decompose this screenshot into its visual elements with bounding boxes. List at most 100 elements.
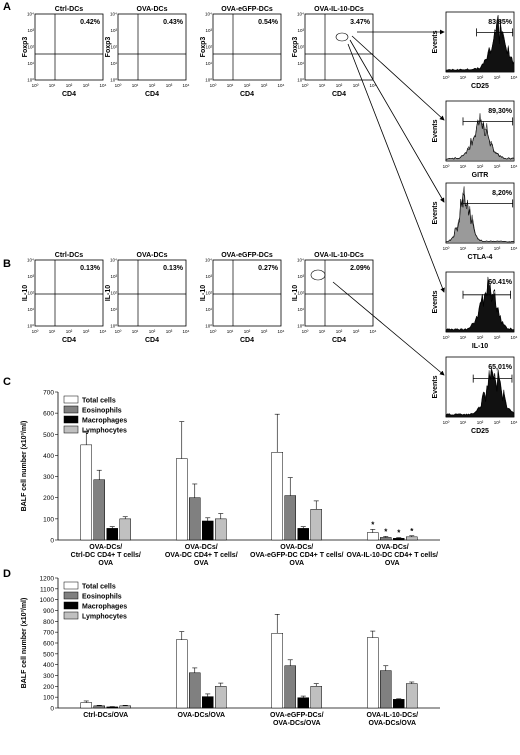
y-tick-label: 400: [43, 662, 54, 669]
histogram-x-tick: 10³: [494, 335, 501, 340]
histogram-x-label: CD25: [471, 428, 489, 435]
dotplot-x-tick: 10⁴: [183, 83, 190, 88]
histogram-y-label: Events: [432, 119, 439, 142]
y-tick-label: 700: [43, 630, 54, 637]
legend-swatch: [63, 581, 79, 590]
histogram-overlay: [445, 14, 515, 72]
panel-letter-c: C: [3, 376, 11, 388]
category-label: OVA-eGFP-DC CD4+ T cells/: [250, 552, 343, 559]
dotplot-x-tick: 10²: [336, 329, 343, 334]
legend-label: Macrophages: [82, 604, 127, 611]
quadrant-percentage: 3.47%: [350, 19, 371, 26]
dotplot-y-tick: 10¹: [297, 307, 304, 312]
dotplot-y-tick: 10⁰: [297, 78, 304, 83]
bar: [106, 528, 118, 541]
dotplot-frame: [304, 13, 374, 81]
histogram-overlay: [445, 119, 515, 161]
histogram-percentage: 60.41%: [488, 279, 513, 286]
y-axis-label: BALF cell number (x10³/ml): [21, 598, 28, 689]
bar: [406, 536, 418, 541]
histogram-percentage: 89,30%: [488, 108, 513, 115]
dotplot-y-tick: 10¹: [110, 307, 117, 312]
dotplot-frame: [34, 259, 104, 327]
dotplot-y-tick: 10³: [27, 274, 34, 279]
histogram-x-tick: 10²: [477, 75, 484, 80]
dotplot-x-tick: 10⁴: [278, 329, 285, 334]
quadrant-percentage: 0.43%: [163, 19, 184, 26]
dotplot-y-tick: 10⁴: [110, 258, 117, 263]
significance-asterisk: *: [397, 529, 401, 538]
dotplot-x-tick: 10³: [261, 329, 268, 334]
dotplot-x-tick: 10⁰: [302, 83, 309, 88]
bar: [310, 509, 322, 541]
histogram-x-tick: 10⁰: [443, 246, 450, 251]
dotplot-y-tick: 10⁴: [27, 12, 34, 17]
bar: [380, 670, 392, 709]
panel-letter-b: B: [3, 258, 11, 270]
legend-swatch: [63, 601, 79, 610]
bar: [202, 696, 214, 709]
y-axis-label: BALF cell number (x10³/ml): [21, 421, 28, 512]
dotplot-y-tick: 10⁰: [110, 78, 117, 83]
dotplot-y-tick: 10²: [110, 45, 117, 50]
quadrant-percentage: 0.42%: [80, 19, 101, 26]
dotplot-y-tick: 10¹: [205, 61, 212, 66]
dotplot-x-tick: 10⁰: [115, 83, 122, 88]
dotplot-x-tick: 10¹: [132, 329, 139, 334]
y-tick-label: 600: [43, 641, 54, 648]
dotplot-x-label: CD4: [332, 337, 346, 344]
bar: [93, 479, 105, 541]
dotplot-x-tick: 10⁴: [100, 83, 107, 88]
dotplot-x-tick: 10²: [244, 83, 251, 88]
y-tick-label: 300: [43, 673, 54, 680]
category-label: OVA: [194, 560, 209, 567]
y-tick-label: 500: [43, 432, 54, 439]
histogram-x-tick: 10²: [477, 246, 484, 251]
dotplot-y-tick: 10⁰: [205, 324, 212, 329]
legend-swatch: [63, 415, 79, 424]
dotplot-x-tick: 10¹: [319, 83, 326, 88]
histogram-x-tick: 10⁰: [443, 420, 450, 425]
bar: [176, 639, 188, 709]
dotplot-x-tick: 10⁰: [32, 329, 39, 334]
dotplot-y-label: IL-10: [292, 285, 299, 301]
dotplot-frame: [212, 13, 282, 81]
dotplot-y-tick: 10⁴: [205, 258, 212, 263]
legend-label: Total cells: [82, 398, 116, 405]
significance-asterisk: *: [384, 527, 388, 536]
legend-swatch: [63, 591, 79, 600]
dotplot-x-tick: 10³: [83, 329, 90, 334]
histogram-x-tick: 10⁴: [511, 75, 518, 80]
histogram-x-tick: 10¹: [460, 75, 467, 80]
dotplot-frame: [34, 13, 104, 81]
dotplot-title: OVA-eGFP-DCs: [221, 252, 273, 259]
histogram-y-label: Events: [432, 290, 439, 313]
category-label: OVA-eGFP-DCs/: [270, 712, 324, 719]
dotplot-x-tick: 10⁴: [278, 83, 285, 88]
histogram-y-label: Events: [432, 30, 439, 53]
category-label: OVA-DCs/: [376, 544, 409, 551]
dotplot-title: Ctrl-DCs: [55, 6, 83, 13]
bar: [284, 665, 296, 709]
category-label: OVA-DCs/OVA: [368, 720, 416, 727]
histogram-x-tick: 10⁴: [511, 164, 518, 169]
quadrant-percentage: 2.09%: [350, 265, 371, 272]
legend-label: Lymphocytes: [82, 428, 127, 435]
dotplot-y-label: IL-10: [105, 285, 112, 301]
dotplot-title: OVA-IL-10-DCs: [314, 252, 364, 259]
bar: [80, 444, 92, 541]
legend-label: Eosinophils: [82, 594, 122, 601]
histogram-x-tick: 10¹: [460, 420, 467, 425]
category-label: OVA-DCs/: [89, 544, 122, 551]
histogram-percentage: 8,20%: [492, 190, 513, 197]
gating-arrow: [347, 43, 445, 293]
gating-arrow: [351, 35, 445, 121]
y-tick-label: 0: [50, 706, 54, 713]
dotplot-x-tick: 10⁴: [100, 329, 107, 334]
dotplot-x-tick: 10⁰: [32, 83, 39, 88]
bar: [189, 672, 201, 709]
dotplot-x-tick: 10²: [66, 83, 73, 88]
dotplot-frame: [304, 259, 374, 327]
bar: [119, 518, 131, 541]
dotplot-y-label: Foxp3: [200, 37, 207, 58]
